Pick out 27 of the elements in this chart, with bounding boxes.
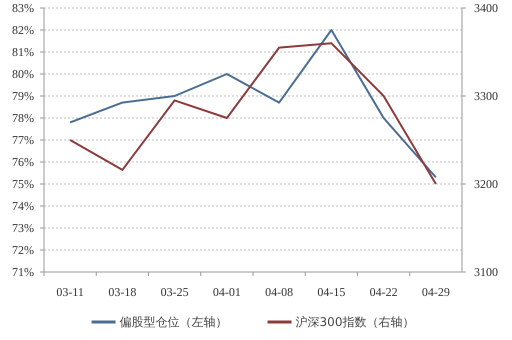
- y-tick-label: 75%: [12, 177, 34, 191]
- legend-label: 沪深300指数（右轴）: [296, 315, 414, 329]
- y-tick-label: 73%: [12, 221, 34, 235]
- x-tick-label: 04-29: [422, 285, 450, 299]
- x-tick-label: 03-25: [160, 285, 189, 299]
- x-tick-label: 04-15: [317, 285, 346, 299]
- y-tick-label: 77%: [12, 133, 34, 147]
- x-tick-label: 04-01: [212, 285, 241, 299]
- y-tick-label: 82%: [12, 23, 34, 37]
- y-tick-label: 76%: [12, 155, 34, 169]
- y2-tick-label: 3300: [474, 89, 498, 103]
- y-tick-label: 79%: [12, 89, 34, 103]
- y2-tick-label: 3100: [474, 265, 498, 279]
- x-tick-label: 04-22: [370, 285, 398, 299]
- y-tick-label: 78%: [12, 111, 34, 125]
- x-tick-label: 03-11: [56, 285, 84, 299]
- y2-tick-label: 3400: [474, 1, 498, 15]
- y2-tick-label: 3200: [474, 177, 498, 191]
- y-tick-label: 72%: [12, 243, 34, 257]
- y-tick-label: 83%: [12, 1, 34, 15]
- y-tick-label: 81%: [12, 45, 34, 59]
- y-tick-label: 80%: [12, 67, 34, 81]
- y-tick-label: 71%: [12, 265, 34, 279]
- x-tick-label: 04-08: [265, 285, 294, 299]
- x-tick-label: 03-18: [108, 285, 136, 299]
- legend-label: 偏股型仓位（左轴）: [120, 315, 228, 329]
- y-tick-label: 74%: [12, 199, 34, 213]
